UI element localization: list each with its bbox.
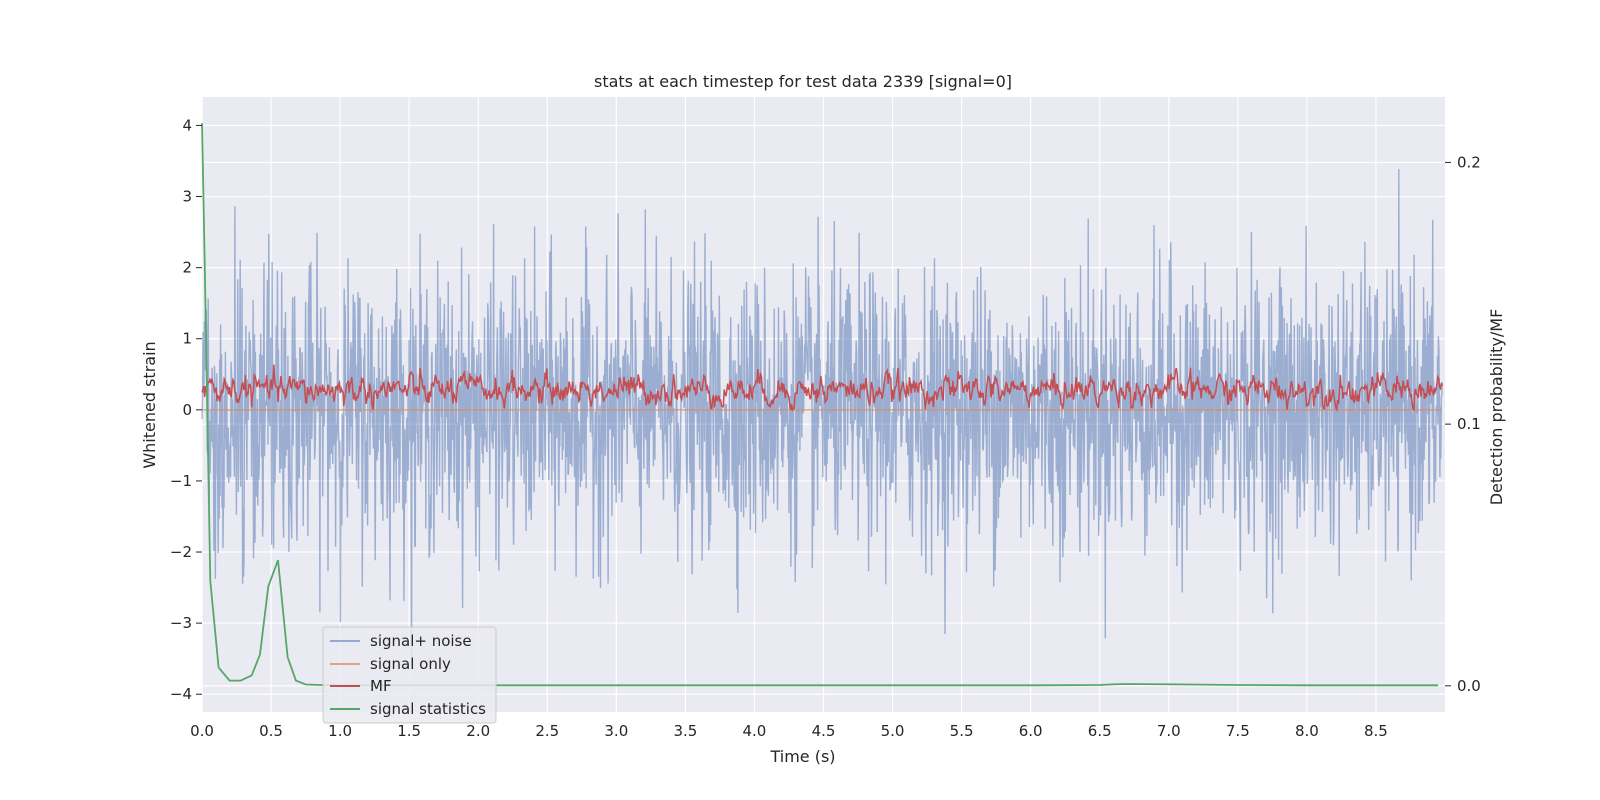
right-y-tick-label: 0.1 — [1457, 415, 1481, 433]
x-tick-label: 2.5 — [535, 722, 559, 740]
y-axis-label: Whitened strain — [140, 341, 159, 468]
x-axis-ticks: 0.0 0.5 1.0 1.5 2.0 2.5 3.0 3.5 4.0 4.5 5.0 5.5 6.0 6… — [190, 722, 1388, 740]
x-tick-label: 6.5 — [1088, 722, 1112, 740]
y-tick-label: −1 — [170, 472, 192, 490]
x-tick-label: 5.5 — [950, 722, 974, 740]
y-tick-label: 0 — [182, 401, 192, 419]
x-tick-label: 7.5 — [1226, 722, 1250, 740]
x-tick-label: 4.0 — [743, 722, 767, 740]
legend-label-signal-statistics: signal statistics — [370, 700, 486, 718]
chart-title: stats at each timestep for test data 233… — [594, 72, 1012, 91]
x-tick-label: 2.0 — [466, 722, 490, 740]
x-tick-label: 4.5 — [812, 722, 836, 740]
series-signal-noise — [201, 169, 1443, 664]
x-tick-label: 0.5 — [259, 722, 283, 740]
x-tick-label: 6.0 — [1019, 722, 1043, 740]
right-y-axis-ticks: 0.2 0.1 0.0 — [1445, 153, 1481, 695]
series-mf — [201, 364, 1443, 412]
y-tick-label: −3 — [170, 614, 192, 632]
x-tick-label: 0.0 — [190, 722, 214, 740]
y-tick-label: 2 — [182, 259, 192, 277]
x-tick-label: 8.5 — [1364, 722, 1388, 740]
legend-label-signal-only: signal only — [370, 655, 451, 673]
y-tick-label: 3 — [182, 188, 192, 206]
right-y-axis-label: Detection probability/MF — [1487, 309, 1506, 506]
y-axis-ticks: 4 3 2 1 0 −1 −2 −3 −4 — [170, 116, 202, 703]
x-tick-label: 8.0 — [1295, 722, 1319, 740]
x-axis-label: Time (s) — [769, 747, 835, 766]
legend-label-signal-noise: signal+ noise — [370, 632, 472, 650]
x-tick-label: 1.0 — [328, 722, 352, 740]
y-tick-label: −2 — [170, 543, 192, 561]
x-tick-label: 1.5 — [397, 722, 421, 740]
legend: signal+ noise signal only MF signal stat… — [322, 626, 497, 724]
y-tick-label: 4 — [182, 116, 192, 134]
y-tick-label: −4 — [170, 685, 192, 703]
x-tick-label: 3.0 — [604, 722, 628, 740]
legend-box — [322, 626, 497, 724]
legend-label-mf: MF — [370, 677, 392, 695]
right-y-tick-label: 0.0 — [1457, 677, 1481, 695]
right-y-tick-label: 0.2 — [1457, 153, 1481, 171]
x-tick-label: 3.5 — [673, 722, 697, 740]
y-tick-label: 1 — [182, 330, 192, 348]
x-tick-label: 7.0 — [1157, 722, 1181, 740]
x-tick-label: 5.0 — [881, 722, 905, 740]
